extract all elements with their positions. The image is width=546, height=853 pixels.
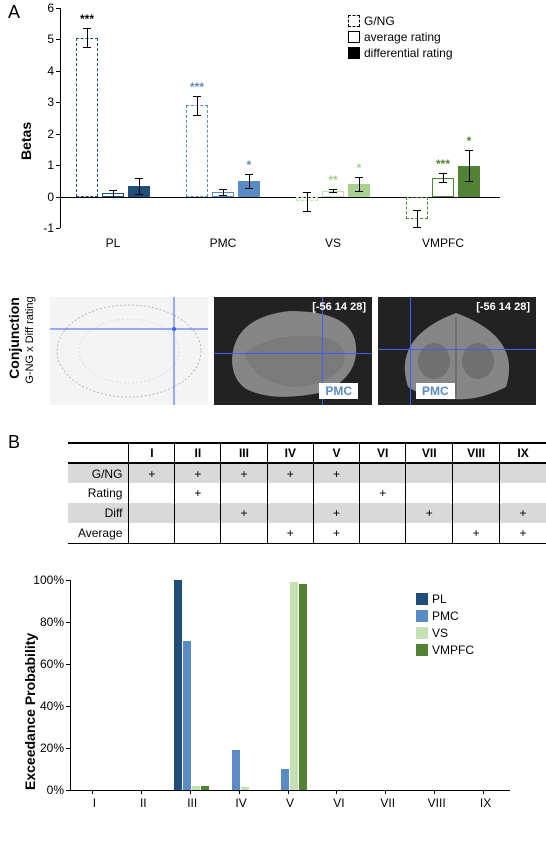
bar [76,38,98,197]
brain-coords: [-56 14 28] [312,301,366,313]
legend-swatch-filled [348,47,360,59]
bar [186,105,208,196]
brain-coronal: [-56 14 28] PMC [378,297,536,405]
legend-swatch-dashed [348,15,360,27]
chart-a-ylabel: Betas [18,122,34,160]
brain-sagittal: [-56 14 28] PMC [214,297,372,405]
chart-b-legend: PLPMCVSVMPFC [416,592,474,660]
legend-text: average rating [364,30,441,44]
crosshair-h [214,353,372,354]
legend-avg: average rating [348,30,441,44]
legend-gng: G/NG [348,14,395,28]
chart-a: -10123456***PL****PMC***VS****VMPFC [60,8,530,253]
brain-glass [50,297,208,405]
crosshair-v [410,297,411,405]
chart-b-ylabel: Exceedance Probability [22,633,38,790]
glass-brain-svg [50,297,208,405]
conjunction-sublabel: G-NG x Diff rating [24,280,36,400]
panel-a-label: A [8,2,20,23]
legend-diff: differential rating [348,46,453,60]
panel-b-label: B [8,432,20,453]
conjunction-label: Conjunction [6,278,22,398]
legend-text: G/NG [364,14,395,28]
brain-coords: [-56 14 28] [476,301,530,313]
legend-swatch-open [348,31,360,43]
legend-text: differential rating [364,46,453,60]
model-table: IIIIIIIVVVIVIIVIIIIX G/NG+++++Rating++Di… [68,442,546,544]
brain-region-tag: PMC [319,383,358,399]
brain-images-row: [-56 14 28] PMC [-56 14 28] PMC [50,297,536,405]
brain-region-tag: PMC [416,383,455,399]
crosshair-h [378,349,536,350]
